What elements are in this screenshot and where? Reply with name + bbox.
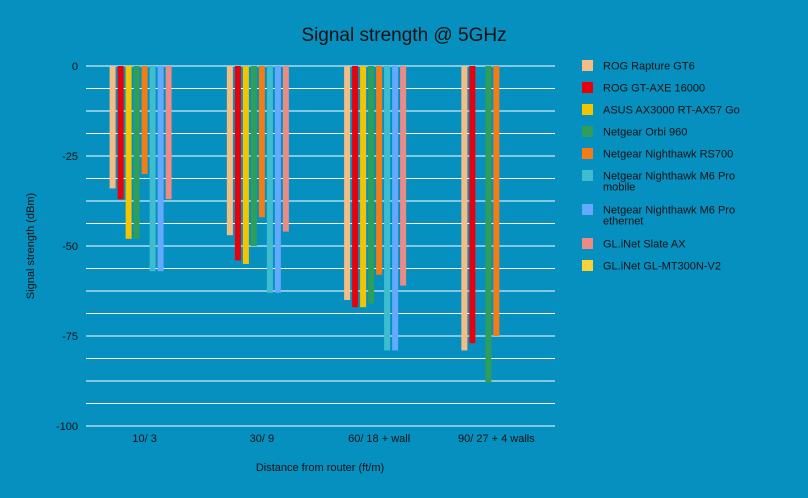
bar <box>258 66 265 218</box>
legend-label: Netgear Nighthawk M6 Pro ethernet <box>603 205 735 228</box>
legend-swatch <box>582 260 593 271</box>
gridlines <box>86 65 555 427</box>
bar <box>282 66 289 232</box>
bar <box>400 66 407 286</box>
bar <box>352 66 359 308</box>
legend-label: Netgear Orbi 960 <box>603 127 687 139</box>
bar <box>149 66 156 272</box>
bar <box>117 66 124 200</box>
bar <box>485 66 492 383</box>
y-tick-label: -50 <box>62 241 78 253</box>
x-tick-label: 60/ 18 + wall <box>348 433 410 445</box>
bar <box>125 66 132 239</box>
y-axis-ticks: 0 -25 -50 -75 -100 <box>56 61 78 433</box>
bar <box>109 66 116 189</box>
legend-swatch <box>582 148 593 159</box>
legend-label: ROG GT-AXE 16000 <box>603 83 705 95</box>
bar <box>360 66 367 308</box>
legend-label: ASUS AX3000 RT-AX57 Go <box>603 105 740 117</box>
legend-label: Netgear Nighthawk RS700 <box>603 149 733 161</box>
bar <box>234 66 241 261</box>
x-tick-label: 30/ 9 <box>250 433 274 445</box>
bar <box>242 66 249 264</box>
bar <box>344 66 351 300</box>
y-axis-label: Signal strength (dBm) <box>25 193 37 299</box>
bar <box>384 66 391 351</box>
y-tick-label: -100 <box>56 421 78 433</box>
bar <box>392 66 399 351</box>
bar <box>226 66 233 236</box>
bar <box>133 66 140 239</box>
legend-swatch <box>582 104 593 115</box>
bar <box>250 66 257 246</box>
bar <box>157 66 164 272</box>
bar <box>141 66 148 174</box>
legend: ROG Rapture GT6 ROG GT-AXE 16000 ASUS AX30… <box>582 60 740 273</box>
x-axis-ticks: 10/ 3 30/ 9 60/ 18 + wall 90/ 27 + 4 walls <box>132 433 535 445</box>
bar <box>274 66 281 293</box>
chart-title: Signal strength @ 5GHz <box>301 25 506 46</box>
bar <box>461 66 468 351</box>
bar <box>266 66 273 293</box>
legend-swatch <box>582 126 593 137</box>
legend-swatch <box>582 204 593 215</box>
bar <box>493 66 500 336</box>
bar <box>165 66 172 200</box>
bars <box>109 66 500 383</box>
legend-swatch <box>582 170 593 181</box>
legend-swatch <box>582 82 593 93</box>
legend-swatch <box>582 60 593 71</box>
legend-label: Netgear Nighthawk M6 Pro mobile <box>603 171 735 194</box>
y-tick-label: -75 <box>62 331 78 343</box>
legend-label: GL.iNet GL-MT300N-V2 <box>603 261 721 273</box>
x-axis-label: Distance from router (ft/m) <box>256 462 384 474</box>
bar <box>469 66 476 344</box>
x-tick-label: 10/ 3 <box>132 433 156 445</box>
legend-label: ROG Rapture GT6 <box>603 61 695 73</box>
bar <box>376 66 383 275</box>
y-tick-label: -25 <box>62 151 78 163</box>
legend-label: GL.iNet Slate AX <box>603 239 686 251</box>
x-tick-label: 90/ 27 + 4 walls <box>458 433 535 445</box>
bar <box>368 66 375 304</box>
y-tick-label: 0 <box>72 61 78 73</box>
legend-swatch <box>582 238 593 249</box>
